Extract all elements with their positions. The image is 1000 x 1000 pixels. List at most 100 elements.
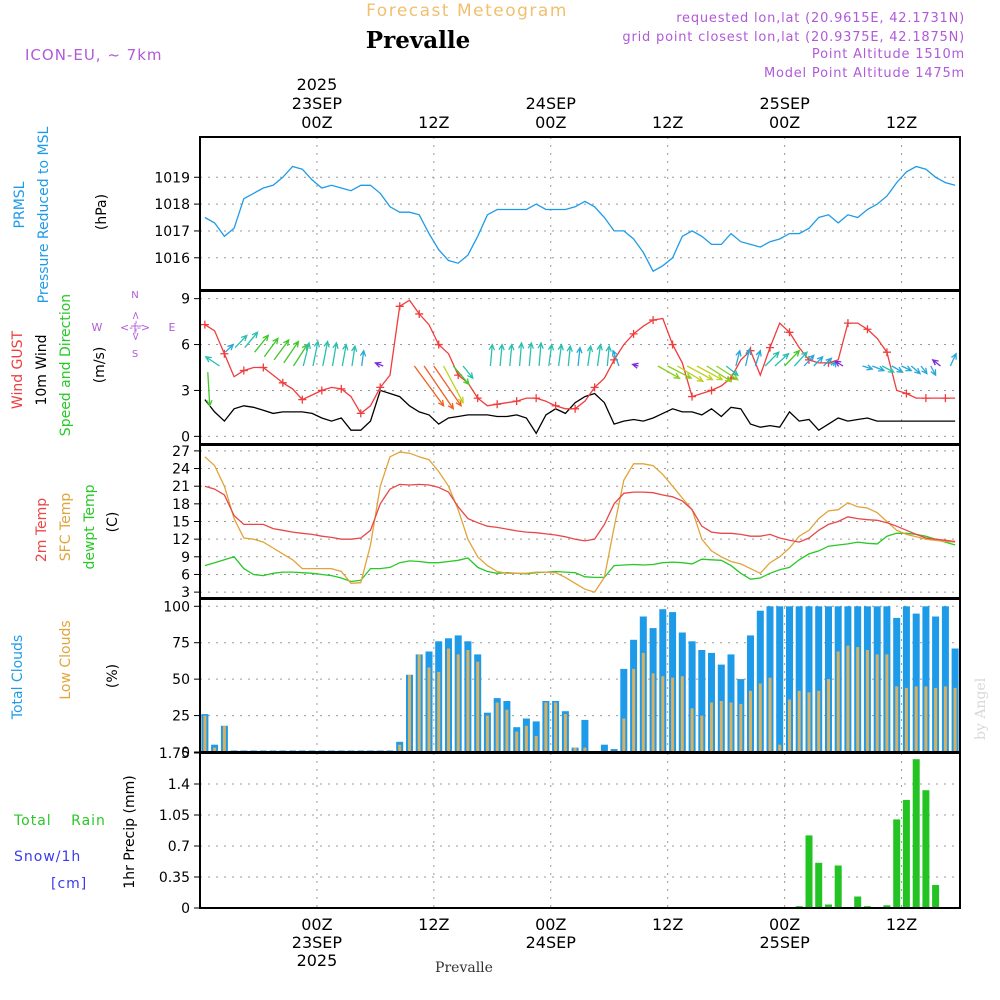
- wind-direction-arrow: [901, 365, 913, 372]
- wind-direction-arrow: [527, 341, 535, 367]
- low-cloud-bar: [651, 673, 655, 752]
- wind-direction-arrow: [754, 349, 762, 367]
- wind-unit-label: (m/s): [92, 347, 108, 384]
- wind-direction-arrow: [744, 347, 752, 367]
- t2m-line: [204, 483, 956, 543]
- temperature-ytick-label: 15: [172, 515, 190, 531]
- gust-marker: [843, 319, 852, 328]
- gust-marker: [356, 409, 365, 418]
- top-time-label: 00Z: [769, 113, 800, 132]
- cloud-labels: Total Clouds Low Clouds (%): [10, 620, 121, 720]
- gust-marker: [571, 404, 580, 413]
- gust-marker: [785, 328, 794, 337]
- wind-direction-arrow: [872, 365, 886, 372]
- gust-marker: [395, 302, 404, 311]
- gust-marker: [220, 349, 229, 358]
- wind-direction-arrow: [508, 343, 515, 367]
- compass-e: E: [169, 321, 176, 334]
- wind-direction-arrow: [881, 365, 896, 373]
- low-cloud-bar: [739, 703, 743, 752]
- total-cloud-bar: [815, 606, 823, 752]
- wind-direction-arrow: [373, 361, 384, 368]
- pressure-ytick-label: 1017: [154, 224, 190, 240]
- low-cloud-bar: [203, 715, 207, 752]
- wind-speed-line: [204, 389, 956, 435]
- pressure-labels: PRMSL Pressure Reduced to MSL (hPa): [12, 126, 110, 303]
- wind-direction-arrow: [557, 343, 564, 367]
- low-cloud-bar: [680, 676, 684, 752]
- temperature-ytick-label: 24: [172, 462, 190, 478]
- low-cloud-bar: [788, 699, 791, 752]
- low-cloud-bar: [710, 702, 713, 752]
- temperature-ytick-label: 3: [181, 585, 190, 601]
- compass-ns-arrow: <-|->: [129, 311, 142, 341]
- wind-direction-arrow: [423, 365, 455, 411]
- low-cloud-bar: [524, 725, 528, 752]
- wind-ytick-label: 6: [181, 338, 190, 354]
- low-cloud-bar: [417, 654, 421, 752]
- wind-direction-arrow: [452, 365, 470, 386]
- low-cloud-bar: [427, 667, 431, 752]
- wind-direction-arrow: [359, 349, 367, 367]
- low-cloud-bar: [885, 654, 889, 752]
- low-cloud-bar: [466, 650, 470, 752]
- total-cloud-bar: [795, 606, 803, 752]
- low-cloud-bar: [904, 687, 908, 752]
- wind-direction-arrow: [931, 358, 941, 367]
- pressure-ytick-label: 1018: [154, 197, 190, 213]
- total-cloud-bar: [620, 668, 628, 752]
- wind-direction-arrow: [566, 344, 573, 367]
- temp-labels: 2m Temp SFC Temp dewpt Temp (C): [34, 484, 121, 569]
- wind-direction-arrow: [433, 365, 462, 408]
- gust-marker: [707, 386, 716, 395]
- rain-bar: [825, 904, 832, 908]
- precip-ytick-label: 1.05: [159, 808, 190, 824]
- wind-ytick-label: 9: [181, 292, 190, 308]
- low-cloud-bar: [222, 725, 226, 752]
- precip-labels: Total Rain Snow/1h [cm] 1hr Precip (mm): [13, 775, 138, 892]
- low-cloud-bar: [953, 687, 957, 752]
- low-cloud-bar: [408, 674, 411, 752]
- wind-direction-arrow: [891, 365, 904, 373]
- low-cloud-bar: [943, 686, 947, 752]
- low-cloud-bar: [641, 652, 645, 752]
- wind-direction-arrow: [696, 365, 724, 381]
- top-time-label: 23SEP: [292, 94, 343, 113]
- wind-direction-arrow: [443, 365, 464, 405]
- wind-panel: 0 3 6 9: [181, 290, 961, 445]
- pressure-ytick-label: 1019: [154, 170, 190, 186]
- wind-direction-arrow: [686, 365, 714, 381]
- subtitle: Forecast Meteogram: [366, 1, 568, 21]
- low-cloud-bar: [865, 650, 869, 752]
- clouds-ytick-label: 0: [181, 745, 190, 761]
- grid-point-coords: grid point closest lon,lat (20.9375E, 42…: [622, 30, 965, 45]
- wind-direction-arrow: [605, 344, 612, 367]
- top-time-label: 2025: [297, 75, 338, 94]
- wind-direction-arrow: [813, 355, 824, 367]
- wind-direction-arrow: [244, 331, 259, 349]
- rain-bar: [815, 862, 823, 908]
- gust-label: Wind GUST: [10, 330, 26, 409]
- wind-direction-arrow: [823, 357, 833, 367]
- low-cloud-bar: [807, 692, 811, 752]
- wind-direction-arrow: [793, 351, 809, 367]
- wind10-label: 10m Wind: [34, 334, 50, 405]
- wind-direction-arrow: [331, 341, 339, 367]
- rain-bar: [854, 896, 862, 908]
- low-cloud-bar: [534, 736, 538, 752]
- wind-direction-arrow: [631, 362, 639, 369]
- dewpt-label: dewpt Temp: [82, 484, 98, 569]
- total-rain-label: Total Rain: [13, 813, 106, 829]
- temperature-ytick-label: 6: [181, 567, 190, 583]
- precip-unit-label: 1hr Precip (mm): [122, 775, 138, 888]
- wind-direction-arrow: [611, 349, 620, 367]
- snow-label: Snow/1h: [14, 849, 81, 865]
- sfc-label: SFC Temp: [58, 493, 74, 562]
- wind-direction-arrow: [322, 340, 330, 367]
- wind-direction-arrow: [586, 344, 594, 367]
- wind-labels: Wind GUST 10m Wind Speed and Direction (…: [10, 290, 176, 436]
- low-cloud-bar: [700, 715, 704, 752]
- bottom-time-label: 2025: [297, 951, 338, 970]
- wind-direction-arrow: [234, 334, 248, 349]
